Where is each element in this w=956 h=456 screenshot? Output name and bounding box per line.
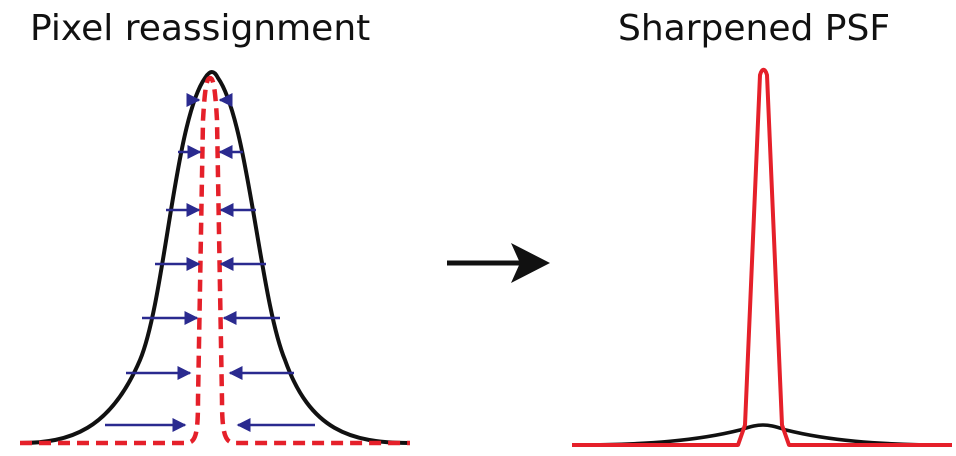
original-psf-curve-left [19,70,411,445]
transition-arrow [447,243,550,283]
shift-arrows [105,93,315,432]
title-sharpened-psf: Sharpened PSF [618,8,891,49]
sharpened-psf-curve [572,67,952,447]
title-pixel-reassignment: Pixel reassignment [30,8,371,49]
original-psf-curve-right [571,423,953,447]
reassigned-psf-curve-dashed [20,75,410,446]
